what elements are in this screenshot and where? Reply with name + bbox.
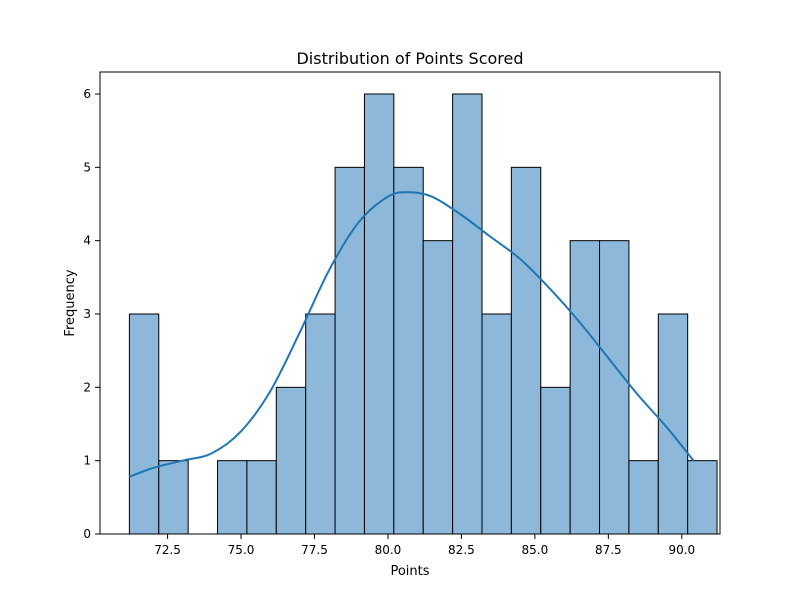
histogram-bar [540,386,571,535]
histogram-bar [217,460,248,535]
x-tick-label: 90.0 [668,543,695,557]
x-axis-label: Points [390,564,429,579]
y-tick-label: 1 [83,454,91,468]
histogram-bar [599,240,630,535]
histogram-bar [628,460,659,535]
histogram-bar [510,166,542,535]
histogram-bar [305,313,336,535]
histogram-bar [452,93,483,535]
x-tick-label: 75.0 [228,543,255,557]
plot-frame [99,71,721,535]
y-axis-label: Frequency [63,269,78,336]
y-tick-label: 4 [83,234,91,248]
x-tick-label: 72.5 [154,543,181,557]
histogram-bar [363,93,395,535]
x-tick-label: 85.0 [522,543,549,557]
histogram-bar [128,313,160,535]
histogram-bar [393,166,424,535]
histogram-bars [128,93,718,535]
x-tick-label: 80.0 [375,543,402,557]
y-axis-ticks: 0 1 2 3 4 5 6 [83,87,100,541]
y-tick-label: 0 [83,527,91,541]
x-axis-ticks: 72.5 75.0 77.5 80.0 82.5 85.0 87.5 90.0 [154,534,695,557]
histogram-bar [481,313,512,535]
histogram-bar [334,166,365,535]
y-tick-label: 5 [83,160,91,174]
histogram-bar [687,460,718,535]
histogram-bar [569,240,601,535]
y-tick-label: 3 [83,307,91,321]
x-tick-label: 87.5 [595,543,622,557]
kde-curve [129,191,695,478]
x-tick-label: 77.5 [301,543,328,557]
histogram-bar [275,386,307,535]
histogram-bar [246,460,277,535]
y-tick-label: 2 [83,380,91,394]
histogram-bar [158,460,189,535]
x-tick-label: 82.5 [448,543,475,557]
histogram-bar [422,240,454,535]
y-tick-label: 6 [83,87,91,101]
chart-title: Distribution of Points Scored [296,49,523,68]
